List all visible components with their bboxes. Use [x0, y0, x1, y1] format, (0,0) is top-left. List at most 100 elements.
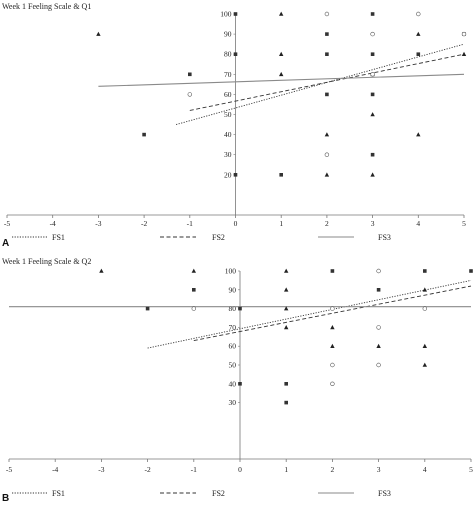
panel-a-point-fs3 [370, 31, 375, 37]
panel-b-y-tick-label: 60 [229, 342, 237, 351]
panel-b-point-fs1 [192, 288, 196, 292]
panel-a-y-tick-label: 90 [224, 30, 232, 39]
panel-a-x-tick-label: 0 [234, 219, 238, 228]
panel-b-point-fs1 [376, 288, 381, 292]
panel-b-legend-label-fs1: FS1 [52, 489, 65, 498]
panel-b-legend-label-fs2: FS2 [212, 489, 225, 498]
panel-a-legend: FS1 FS2 FS3 [12, 233, 391, 242]
panel-b-x-tick-label: 2 [331, 465, 335, 474]
panel-b: Week 1 Feeling Scale & Q2 -5 -4 -3 -2 -1 0 1 2 3… [2, 257, 473, 504]
panel-b-y-tick-label: 70 [229, 323, 237, 332]
panel-a-point-fs2 [324, 132, 330, 137]
panel-a-x-tick-label: 1 [279, 219, 283, 228]
panel-a-y-tick-label: 40 [224, 130, 232, 139]
panel-b-title: Week 1 Feeling Scale & Q2 [2, 257, 91, 266]
panel-b-x-tick-label: -2 [144, 465, 150, 474]
panel-a-point-fs1 [188, 72, 192, 77]
panel-a-y-tick-label: 30 [224, 150, 232, 159]
panel-b-y-tick-label: 50 [229, 361, 237, 370]
panel-a-y-tick-label: 20 [224, 170, 232, 179]
panel-a-y-tick-label: 60 [224, 90, 232, 99]
panel-b-point-fs1 [423, 269, 427, 273]
panel-b-point-fs2 [422, 287, 427, 292]
panel-a-point-fs1 [142, 132, 146, 137]
panel-a-x-tick-label: 2 [325, 219, 329, 228]
panel-a-point-fs1 [370, 152, 375, 157]
panel-a-point-fs3 [461, 31, 467, 37]
panel-a-x-tick-label: -1 [187, 219, 193, 228]
panel-a-y-tick-label: 80 [224, 50, 232, 59]
panel-a-point-fs3 [324, 11, 330, 17]
panel-b-point-fs1 [469, 269, 473, 273]
panel-b-x-tick-label: -1 [191, 465, 197, 474]
panel-a-point-fs1 [279, 173, 283, 177]
panel-a-title: Week 1 Feeling Scale & Q1 [2, 2, 91, 11]
panel-a-x-tick-label: 3 [371, 219, 375, 228]
panel-b-point-fs2 [99, 268, 104, 273]
panel-b-legend: FS1 FS2 FS3 [12, 489, 391, 498]
panel-b-x-tick-label: 3 [377, 465, 381, 474]
panel-a-point-fs2 [324, 172, 330, 177]
panel-a-point-fs1 [370, 12, 375, 16]
panel-a-point-fs2 [279, 51, 284, 56]
panel-a-point-fs1 [325, 92, 329, 97]
panel-a-point-fs2 [279, 11, 284, 16]
panel-a-point-fs1 [233, 12, 238, 16]
panel-b-point-fs2 [284, 306, 289, 311]
panel-a-point-fs2 [96, 31, 101, 36]
panel-a-plot: -5 -4 -3 -2 -1 0 1 2 3 4 5 20 30 40 50 60 70 80 90 100 [4, 10, 467, 228]
panel-b-point-fs2 [191, 268, 196, 273]
panel-a-point-fs2 [370, 172, 375, 177]
panel-a-y-tick-label: 100 [220, 10, 232, 19]
panel-b-x-tick-label: -4 [52, 465, 58, 474]
panel-a-x-tick-label: -4 [50, 219, 56, 228]
panel-a-point-fs1 [325, 32, 329, 36]
panel-b-point-fs2 [284, 287, 289, 292]
panel-a-point-fs3 [416, 11, 421, 17]
panel-b-trendline-fs2 [193, 285, 472, 342]
panel-b-point-fs1 [284, 400, 288, 405]
panel-a-point-fs1 [325, 52, 329, 56]
panel-a-point-fs1 [370, 52, 375, 56]
panel-b-point-fs3 [330, 362, 335, 368]
panel-a-legend-label-fs3: FS3 [378, 233, 391, 242]
panel-b-point-fs3 [422, 306, 427, 311]
panel-b-x-tick-label: 5 [469, 465, 473, 474]
panel-b-x-tick-label: 1 [284, 465, 288, 474]
panel-b-y-tick-label: 80 [229, 304, 237, 313]
panel-b-point-fs2 [376, 343, 381, 348]
panel-b-point-fs1 [145, 306, 150, 311]
panel-b-point-fs1 [330, 269, 335, 273]
panel-b-point-fs3 [330, 306, 335, 311]
panel-b-point-fs3 [376, 325, 381, 330]
panel-b-point-fs2 [330, 325, 335, 330]
panel-a-point-fs1 [370, 92, 375, 97]
panel-b-letter: B [2, 493, 9, 504]
panel-b-y-tick-label: 100 [225, 267, 237, 276]
panel-a-point-fs2 [416, 31, 421, 36]
panel-a-point-fs1 [233, 173, 238, 177]
panel-b-y-tick-label: 30 [229, 398, 237, 407]
panel-a-x-tick-label: 5 [462, 219, 466, 228]
panel-a-point-fs1 [233, 52, 238, 56]
panel-a-point-fs3 [324, 152, 330, 157]
panel-a-point-fs3 [187, 92, 193, 97]
panel-a-trendline-fs1 [175, 43, 465, 125]
panel-b-point-fs2 [284, 325, 289, 330]
panel-a-point-fs2 [370, 112, 375, 117]
panel-b-point-fs1 [238, 382, 242, 386]
panel-a-point-fs2 [279, 71, 284, 77]
panel-b-x-tick-label: 4 [423, 465, 427, 474]
panel-a-point-fs3 [370, 72, 375, 77]
panel-a: Week 1 Feeling Scale & Q1 -5 -4 -3 -2 -1 0 1 2 3… [2, 2, 467, 249]
panel-b-x-tick-label: -5 [6, 465, 12, 474]
panel-b-plot: -5 -4 -3 -2 -1 0 1 2 3 4 5 30 40 50 60 70 80 90 100 [6, 267, 473, 475]
panel-b-point-fs1 [284, 382, 288, 386]
panel-b-point-fs3 [330, 381, 335, 386]
panel-b-y-tick-label: 90 [229, 285, 237, 294]
panel-a-point-fs2 [416, 132, 421, 137]
panel-a-x-tick-label: -3 [95, 219, 101, 228]
panel-b-point-fs3 [376, 268, 381, 274]
panel-a-x-tick-label: -5 [4, 219, 10, 228]
